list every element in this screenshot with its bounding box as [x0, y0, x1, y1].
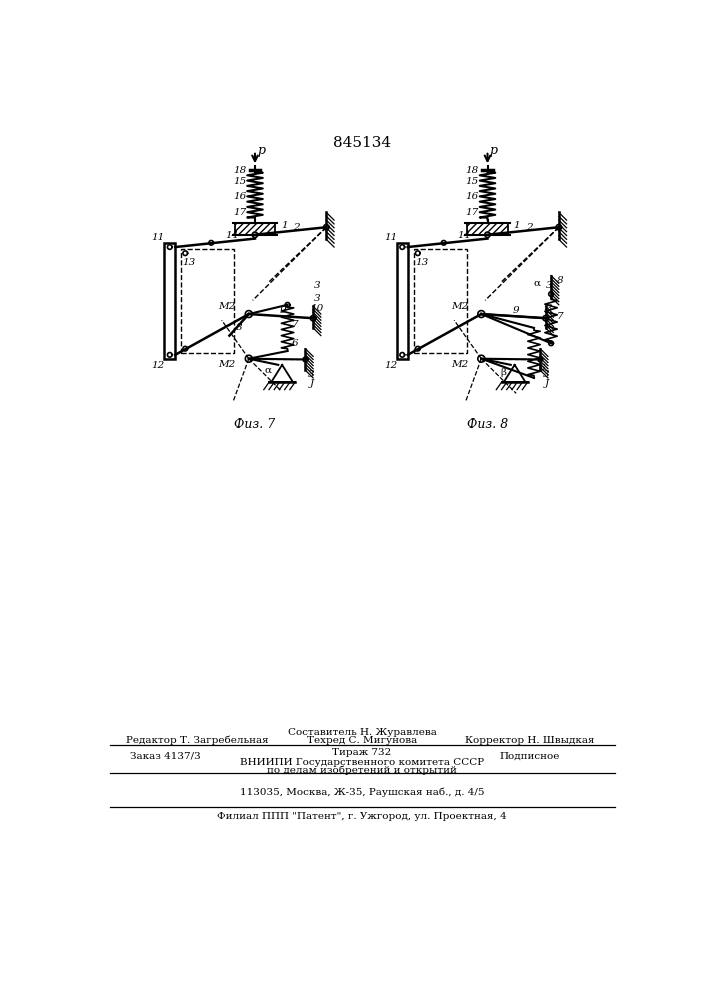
- Text: 10: 10: [310, 304, 324, 313]
- Bar: [182, 249, 234, 353]
- Polygon shape: [303, 357, 308, 362]
- Text: ВНИИПИ Государственного комитета СССР: ВНИИПИ Государственного комитета СССР: [240, 758, 484, 767]
- Polygon shape: [168, 245, 172, 249]
- Polygon shape: [400, 353, 404, 357]
- Polygon shape: [556, 225, 561, 230]
- Text: Заказ 4137/3: Заказ 4137/3: [131, 752, 201, 761]
- Text: p: p: [490, 144, 498, 157]
- Polygon shape: [245, 355, 252, 362]
- Text: 15: 15: [233, 177, 246, 186]
- Polygon shape: [252, 232, 258, 237]
- Text: Физ. 8: Физ. 8: [467, 418, 508, 431]
- Bar: [235, 223, 275, 235]
- Polygon shape: [416, 251, 420, 256]
- Polygon shape: [549, 292, 554, 296]
- Text: 18: 18: [233, 166, 246, 175]
- Polygon shape: [416, 346, 420, 351]
- Polygon shape: [310, 316, 316, 321]
- Text: Техред С. Мигунова: Техред С. Мигунова: [307, 736, 417, 745]
- Polygon shape: [285, 302, 290, 307]
- Text: Корректор Н. Швыдкая: Корректор Н. Швыдкая: [465, 736, 595, 745]
- Text: 6: 6: [292, 339, 298, 348]
- Text: 845134: 845134: [333, 136, 391, 150]
- Text: 13: 13: [415, 258, 428, 267]
- Text: Редактор Т. Загребельная: Редактор Т. Загребельная: [126, 736, 268, 745]
- Text: p: p: [257, 144, 265, 157]
- Text: 14: 14: [225, 231, 238, 240]
- Text: 8: 8: [236, 323, 243, 332]
- Polygon shape: [543, 316, 549, 321]
- Text: M2: M2: [451, 360, 468, 369]
- Text: 1: 1: [281, 221, 288, 230]
- Text: 113035, Москва, Ж-35, Раушская наб., д. 4/5: 113035, Москва, Ж-35, Раушская наб., д. …: [240, 787, 484, 797]
- Text: 12: 12: [384, 361, 397, 370]
- Text: Подписное: Подписное: [500, 752, 561, 761]
- Polygon shape: [441, 241, 446, 245]
- Text: J: J: [544, 379, 549, 388]
- Text: 8: 8: [557, 276, 563, 285]
- Text: 6: 6: [539, 364, 545, 373]
- Text: по делам изобретений и открытий: по делам изобретений и открытий: [267, 766, 457, 775]
- Text: 11: 11: [151, 233, 165, 242]
- Polygon shape: [538, 357, 542, 362]
- Text: 18: 18: [465, 166, 479, 175]
- Text: 17: 17: [465, 208, 479, 217]
- Text: Филиал ППП "Патент", г. Ужгород, ул. Проектная, 4: Филиал ППП "Патент", г. Ужгород, ул. Про…: [217, 812, 507, 821]
- Text: 3: 3: [308, 370, 315, 379]
- Text: J: J: [310, 379, 314, 388]
- Polygon shape: [478, 311, 485, 318]
- Text: M2: M2: [218, 302, 235, 311]
- Text: α: α: [534, 279, 541, 288]
- Bar: [397, 243, 408, 359]
- Text: 16: 16: [465, 192, 479, 201]
- Text: 2: 2: [293, 223, 300, 232]
- Text: Физ. 7: Физ. 7: [235, 418, 276, 431]
- Text: 3: 3: [314, 294, 320, 303]
- Bar: [467, 223, 508, 235]
- Polygon shape: [485, 232, 490, 237]
- Text: 3: 3: [543, 370, 550, 379]
- Polygon shape: [183, 251, 187, 256]
- Polygon shape: [324, 225, 329, 230]
- Text: 9: 9: [513, 306, 519, 315]
- Text: M2: M2: [218, 360, 235, 369]
- Text: 12: 12: [151, 361, 165, 370]
- Text: Тираж 732: Тираж 732: [332, 748, 392, 757]
- Text: 11: 11: [384, 233, 397, 242]
- Text: 15: 15: [465, 177, 479, 186]
- Text: 9: 9: [280, 306, 286, 315]
- Text: 3: 3: [314, 281, 320, 290]
- Polygon shape: [168, 353, 172, 357]
- Text: α: α: [264, 366, 271, 375]
- Text: 13: 13: [182, 258, 196, 267]
- Polygon shape: [245, 311, 252, 318]
- Text: 7: 7: [557, 312, 563, 321]
- Text: 16: 16: [233, 192, 246, 201]
- Polygon shape: [209, 241, 214, 245]
- Bar: [164, 243, 175, 359]
- Polygon shape: [183, 346, 187, 351]
- Text: 1: 1: [514, 221, 520, 230]
- Polygon shape: [400, 245, 404, 249]
- Text: M2: M2: [451, 302, 468, 311]
- Text: 3: 3: [547, 281, 553, 290]
- Text: 7: 7: [292, 320, 298, 329]
- Polygon shape: [549, 341, 554, 346]
- Text: Составитель Н. Журавлева: Составитель Н. Журавлева: [288, 728, 436, 737]
- Text: 14: 14: [457, 231, 471, 240]
- Text: β: β: [500, 368, 506, 377]
- Polygon shape: [478, 355, 485, 362]
- Bar: [414, 249, 467, 353]
- Text: 3: 3: [547, 304, 553, 313]
- Text: 2: 2: [526, 223, 532, 232]
- Text: 17: 17: [233, 208, 246, 217]
